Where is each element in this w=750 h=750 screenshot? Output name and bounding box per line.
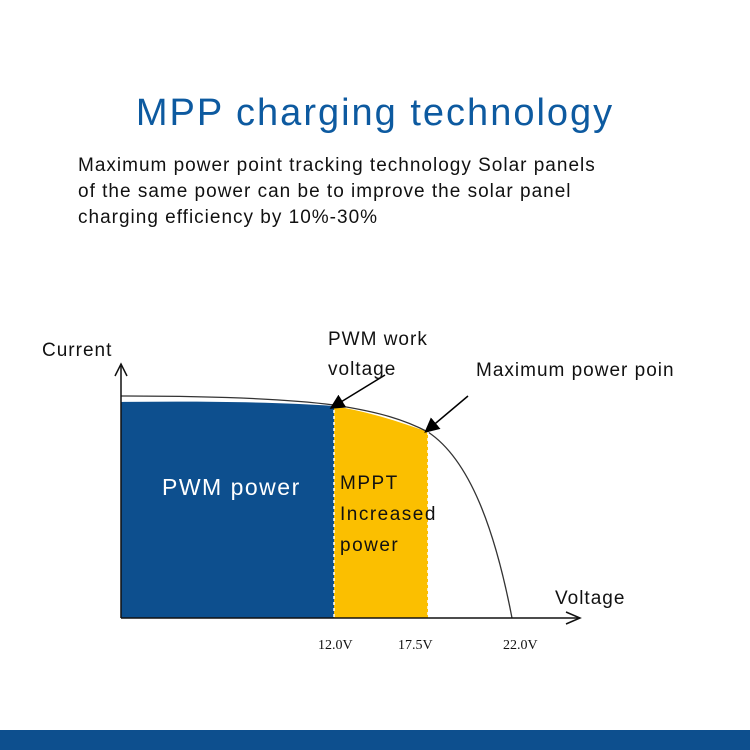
pwm-work-voltage-label: PWM work voltage: [328, 325, 428, 385]
tick-label-22v: 22.0V: [503, 638, 538, 653]
page-title: MPP charging technology: [135, 92, 615, 134]
mppt-label-line: Increased: [340, 504, 437, 525]
description-line: of the same power can be to improve the …: [78, 181, 572, 202]
footer-bar: [0, 730, 750, 750]
mppt-increased-power-label: MPPT Increased power: [340, 468, 437, 561]
mppt-label-line: power: [340, 535, 400, 556]
y-axis-arrow-icon: [114, 362, 128, 377]
tick-label-12v: 12.0V: [318, 638, 353, 653]
mppt-region: [334, 406, 428, 618]
description-line: Maximum power point tracking technology …: [78, 155, 596, 176]
iv-curve: [120, 395, 513, 619]
pwm-label-line: voltage: [328, 359, 397, 380]
max-power-point-label: Maximum power poin: [476, 360, 675, 381]
mppt-label-line: MPPT: [340, 473, 399, 494]
x-axis-label: Voltage: [555, 588, 626, 609]
pwm-label-line: PWM work: [328, 329, 428, 350]
mpp-pointer-arrow: [424, 395, 469, 433]
tick-label-17-5v: 17.5V: [398, 638, 433, 653]
pwm-power-label: PWM power: [162, 474, 301, 500]
description: Maximum power point tracking technology …: [78, 153, 718, 231]
pwm-power-region: [121, 401, 334, 618]
description-line: charging efficiency by 10%-30%: [78, 207, 379, 228]
x-axis-arrow-icon: [565, 611, 582, 625]
y-axis-label: Current: [42, 340, 113, 361]
pwm-pointer-arrow: [329, 374, 386, 409]
